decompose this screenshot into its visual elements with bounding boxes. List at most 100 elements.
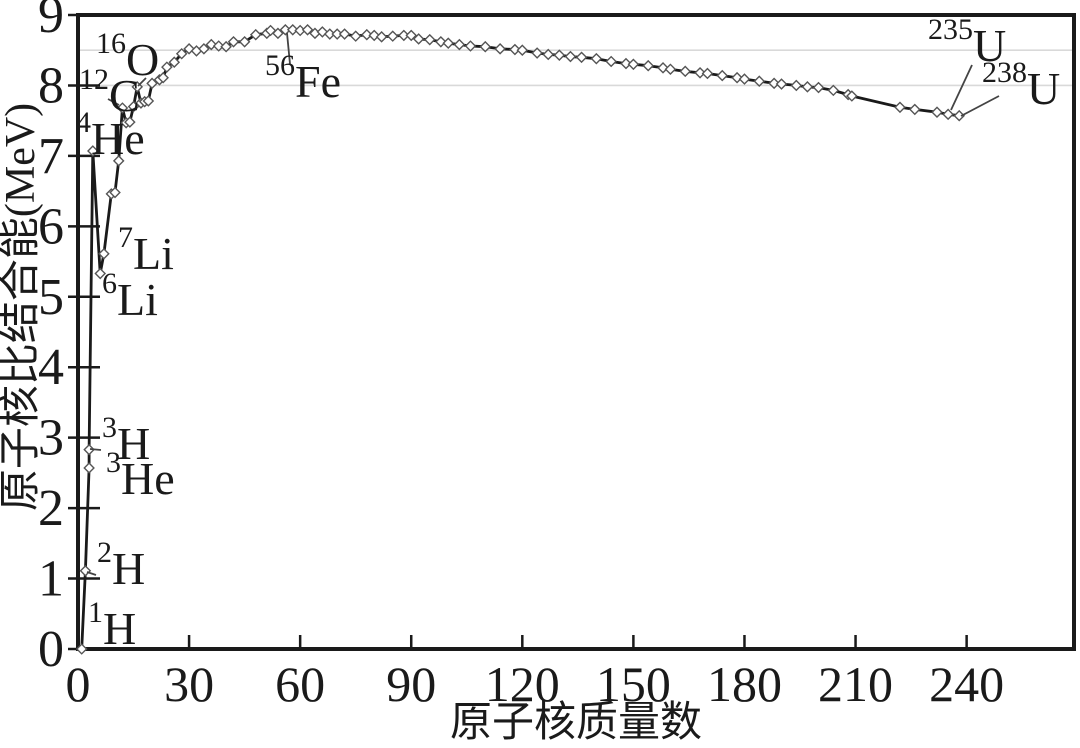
nuclide-mass-u235: 235 xyxy=(928,13,973,46)
x-tick-label: 240 xyxy=(929,656,1004,712)
data-point-marker xyxy=(701,67,714,80)
data-point-marker xyxy=(272,27,284,40)
y-tick-label: 8 xyxy=(38,57,64,114)
nuclide-mass-c12: 12 xyxy=(79,63,109,96)
data-point-marker xyxy=(146,77,158,90)
leader-line-h3 xyxy=(89,448,102,451)
y-tick-label: 5 xyxy=(38,269,64,326)
data-point-marker xyxy=(157,71,169,84)
nuclide-mass-li6: 6 xyxy=(102,267,117,300)
nuclide-symbol-h1: H xyxy=(103,603,136,654)
nuclide-label-u235: 235U xyxy=(928,13,1006,71)
nuclide-symbol-he4: He xyxy=(91,113,145,164)
data-point-marker xyxy=(846,90,858,102)
data-point-marker xyxy=(94,267,107,280)
data-point-marker xyxy=(423,33,436,46)
data-point-marker xyxy=(753,75,766,88)
data-point-marker xyxy=(368,29,381,42)
nuclide-symbol-li7: Li xyxy=(133,228,174,279)
data-point-marker xyxy=(309,27,321,40)
data-point-marker xyxy=(83,443,95,456)
data-point-marker xyxy=(116,102,129,114)
data-point-marker xyxy=(627,58,640,71)
data-point-marker xyxy=(198,43,210,55)
y-tick-label: 4 xyxy=(38,339,64,396)
data-point-marker xyxy=(716,69,729,82)
nuclide-mass-h3: 3 xyxy=(102,411,117,444)
data-point-marker xyxy=(453,38,466,51)
x-tick-label: 180 xyxy=(707,656,782,712)
nuclide-label-li7: 7Li xyxy=(118,221,174,279)
data-point-marker xyxy=(212,40,225,52)
data-point-marker xyxy=(142,95,155,107)
data-point-marker xyxy=(790,79,803,92)
data-point-marker xyxy=(942,108,954,121)
data-point-marker xyxy=(827,84,840,97)
data-point-marker xyxy=(464,40,477,52)
data-point-marker xyxy=(375,31,388,43)
data-point-marker xyxy=(435,35,447,48)
leader-line-fe56 xyxy=(286,32,291,65)
nuclide-mass-he4: 4 xyxy=(76,106,91,139)
data-point-marker xyxy=(124,116,136,128)
nuclide-mass-fe56: 56 xyxy=(265,49,295,82)
x-tick-label: 210 xyxy=(818,656,893,712)
data-point-marker xyxy=(605,55,617,68)
nuclide-label-h3: 3H xyxy=(102,411,150,469)
data-point-marker xyxy=(175,47,188,60)
data-point-marker xyxy=(323,28,336,40)
x-tick-label: 120 xyxy=(485,656,560,712)
x-tick-label: 60 xyxy=(275,656,325,712)
nuclide-label-o16: 16O xyxy=(96,27,159,85)
data-point-marker xyxy=(87,145,99,157)
nuclide-mass-h2: 2 xyxy=(97,536,112,569)
data-point-marker xyxy=(775,78,788,90)
curve-path xyxy=(80,28,960,650)
leader-line-c12 xyxy=(107,98,120,106)
data-point-marker xyxy=(286,23,299,36)
data-point-marker xyxy=(161,61,173,73)
data-point-marker xyxy=(220,40,232,53)
data-point-marker xyxy=(694,66,706,79)
x-tick-label: 90 xyxy=(386,656,436,712)
data-point-marker xyxy=(227,35,240,48)
y-axis-title: 原子核比结合能(MeV) xyxy=(0,103,44,511)
leader-line-u235 xyxy=(950,64,973,111)
nuclide-mass-u238: 238 xyxy=(982,56,1027,89)
data-point-marker xyxy=(494,43,506,55)
data-point-marker xyxy=(553,49,566,61)
nuclide-label-li6: 6Li xyxy=(102,267,158,325)
data-point-marker xyxy=(768,77,780,90)
data-point-marker xyxy=(657,62,669,74)
data-point-marker xyxy=(405,29,418,42)
data-point-marker xyxy=(79,565,92,577)
nuclide-symbol-li6: Li xyxy=(117,274,158,325)
data-point-marker xyxy=(331,28,343,40)
data-point-marker xyxy=(542,48,555,61)
nuclide-label-fe56: 56Fe xyxy=(265,49,341,107)
nuclide-label-he3: 3He xyxy=(106,446,175,504)
data-point-marker xyxy=(642,59,654,72)
nuclide-symbol-c12: C xyxy=(109,70,140,121)
data-point-marker xyxy=(398,29,410,42)
y-tick-label: 2 xyxy=(38,480,64,537)
data-point-marker xyxy=(953,109,966,122)
data-point-marker xyxy=(894,101,906,114)
y-tick-label: 9 xyxy=(38,0,64,44)
data-point-marker xyxy=(908,103,921,116)
data-point-marker xyxy=(516,44,529,57)
x-tick-label: 150 xyxy=(596,656,671,712)
x-tick-label: 30 xyxy=(164,656,214,712)
nuclide-label-h1: 1H xyxy=(88,596,136,654)
nuclide-mass-li7: 7 xyxy=(118,221,133,254)
data-point-marker xyxy=(575,51,588,64)
data-point-marker xyxy=(301,23,314,36)
data-point-marker xyxy=(338,28,351,40)
nuclide-mass-o16: 16 xyxy=(96,27,126,60)
data-point-marker xyxy=(564,50,577,63)
data-point-marker xyxy=(168,56,181,68)
data-point-marker xyxy=(531,47,543,59)
